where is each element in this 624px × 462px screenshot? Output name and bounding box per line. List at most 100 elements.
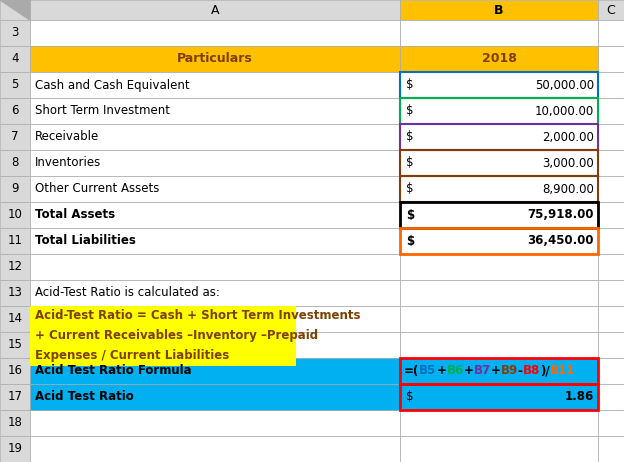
Bar bbox=[30, 358, 400, 384]
Bar bbox=[30, 150, 400, 176]
Text: 12: 12 bbox=[7, 261, 22, 274]
Text: A: A bbox=[211, 4, 219, 17]
Bar bbox=[400, 228, 598, 254]
Bar bbox=[400, 150, 598, 176]
Text: 75,918.00: 75,918.00 bbox=[527, 208, 594, 221]
Bar bbox=[400, 20, 598, 46]
Bar bbox=[400, 98, 598, 124]
Bar bbox=[400, 254, 598, 280]
Text: Acid-Test Ratio is calculated as:: Acid-Test Ratio is calculated as: bbox=[35, 286, 220, 299]
Bar bbox=[400, 358, 598, 384]
Bar bbox=[0, 280, 30, 306]
Text: 5: 5 bbox=[11, 79, 19, 91]
Bar bbox=[30, 202, 400, 228]
Bar bbox=[400, 150, 598, 176]
Bar bbox=[400, 384, 598, 410]
Bar bbox=[30, 228, 400, 254]
Text: 36,450.00: 36,450.00 bbox=[527, 235, 594, 248]
Bar bbox=[598, 384, 624, 410]
Bar bbox=[400, 436, 598, 462]
Bar bbox=[0, 332, 30, 358]
Bar bbox=[30, 358, 400, 384]
Text: +: + bbox=[490, 365, 500, 377]
Bar bbox=[0, 124, 30, 150]
Bar bbox=[598, 358, 624, 384]
Bar bbox=[400, 306, 598, 332]
Text: B9: B9 bbox=[500, 365, 518, 377]
Bar bbox=[598, 98, 624, 124]
Bar bbox=[400, 72, 598, 98]
Bar bbox=[30, 176, 400, 202]
Bar bbox=[0, 436, 30, 462]
Bar bbox=[400, 72, 598, 98]
Text: B: B bbox=[494, 4, 504, 17]
Text: )/: )/ bbox=[540, 365, 550, 377]
Text: $: $ bbox=[406, 390, 414, 403]
Bar bbox=[400, 124, 598, 150]
Text: Total Liabilities: Total Liabilities bbox=[35, 235, 136, 248]
Text: 6: 6 bbox=[11, 104, 19, 117]
Text: $: $ bbox=[406, 182, 414, 195]
Bar bbox=[30, 0, 400, 20]
Text: B5: B5 bbox=[419, 365, 437, 377]
Text: 4: 4 bbox=[11, 53, 19, 66]
Bar bbox=[400, 98, 598, 124]
Bar bbox=[598, 228, 624, 254]
Bar bbox=[400, 98, 598, 124]
Bar bbox=[400, 228, 598, 254]
Bar bbox=[0, 176, 30, 202]
Bar bbox=[400, 410, 598, 436]
Text: $: $ bbox=[406, 208, 414, 221]
Text: 8,900.00: 8,900.00 bbox=[542, 182, 594, 195]
Text: -: - bbox=[518, 365, 523, 377]
Text: 13: 13 bbox=[7, 286, 22, 299]
Text: 15: 15 bbox=[7, 339, 22, 352]
Bar bbox=[400, 202, 598, 228]
Bar bbox=[598, 306, 624, 332]
Bar bbox=[0, 202, 30, 228]
Polygon shape bbox=[0, 0, 30, 20]
Text: $: $ bbox=[406, 130, 414, 144]
Text: Particulars: Particulars bbox=[177, 53, 253, 66]
Bar bbox=[400, 384, 598, 410]
Bar bbox=[598, 20, 624, 46]
Text: 7: 7 bbox=[11, 130, 19, 144]
Text: +: + bbox=[437, 365, 446, 377]
Bar bbox=[30, 384, 400, 410]
Text: 11: 11 bbox=[7, 235, 22, 248]
Text: Other Current Assets: Other Current Assets bbox=[35, 182, 159, 195]
Bar bbox=[0, 410, 30, 436]
Bar bbox=[598, 436, 624, 462]
Text: 19: 19 bbox=[7, 443, 22, 456]
Bar bbox=[400, 358, 598, 384]
Bar bbox=[30, 280, 400, 306]
Bar bbox=[30, 228, 400, 254]
Bar bbox=[0, 384, 30, 410]
Bar bbox=[30, 46, 400, 72]
Text: Cash and Cash Equivalent: Cash and Cash Equivalent bbox=[35, 79, 190, 91]
Text: B7: B7 bbox=[474, 365, 490, 377]
Bar bbox=[598, 150, 624, 176]
Bar bbox=[30, 98, 400, 124]
Text: B6: B6 bbox=[446, 365, 464, 377]
Bar bbox=[400, 0, 598, 20]
Text: 50,000.00: 50,000.00 bbox=[535, 79, 594, 91]
Bar bbox=[0, 150, 30, 176]
Bar bbox=[0, 254, 30, 280]
Bar bbox=[0, 98, 30, 124]
Bar bbox=[30, 254, 400, 280]
Bar bbox=[598, 410, 624, 436]
Bar bbox=[400, 202, 598, 228]
Text: 16: 16 bbox=[7, 365, 22, 377]
Bar bbox=[400, 124, 598, 150]
Bar bbox=[30, 20, 400, 46]
Bar bbox=[598, 280, 624, 306]
Bar bbox=[30, 46, 400, 72]
Text: $: $ bbox=[406, 235, 414, 248]
Bar bbox=[598, 202, 624, 228]
Bar bbox=[30, 202, 400, 228]
Bar bbox=[30, 436, 400, 462]
Text: Acid-Test Ratio = Cash + Short Term Investments: Acid-Test Ratio = Cash + Short Term Inve… bbox=[35, 310, 361, 322]
Bar bbox=[598, 0, 624, 20]
Text: $: $ bbox=[406, 157, 414, 170]
